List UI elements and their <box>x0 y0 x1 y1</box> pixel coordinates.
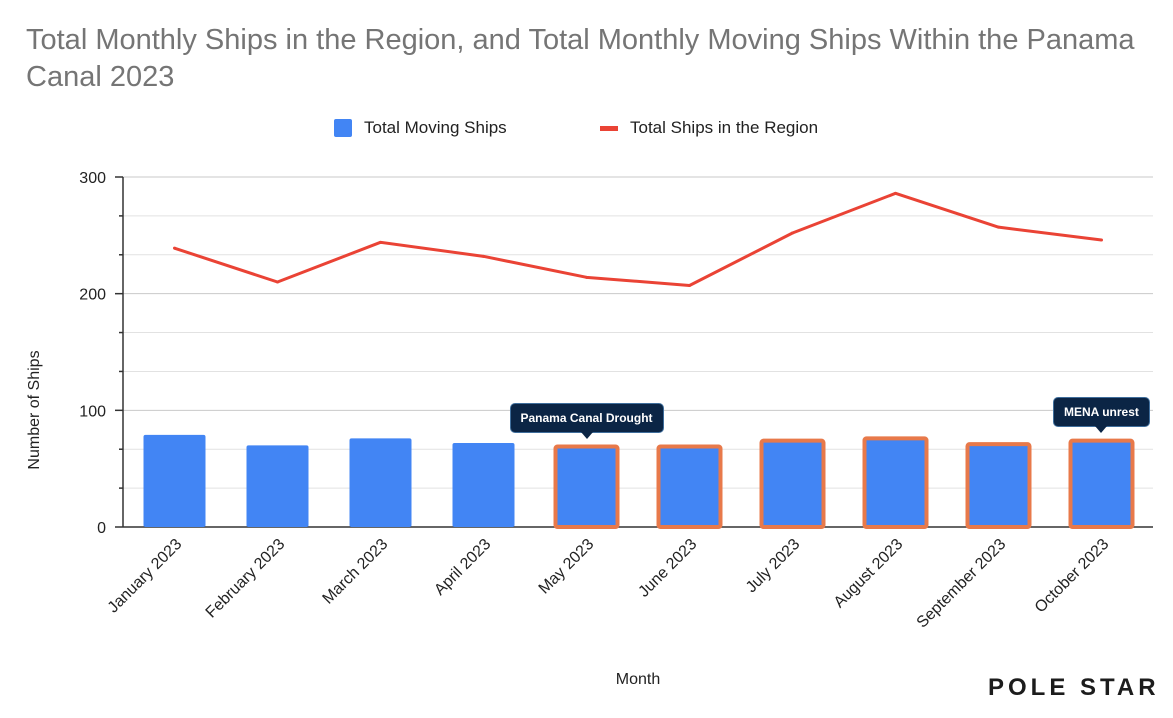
legend-swatch-bar <box>334 119 352 137</box>
x-tick-label: June 2023 <box>635 536 700 601</box>
bar-september-2023 <box>965 442 1032 529</box>
bar-february-2023 <box>246 445 309 527</box>
line-point <box>276 280 279 284</box>
bar-january-2023 <box>143 434 206 527</box>
line-point <box>997 225 1000 229</box>
legend-item-region-ships[interactable]: Total Ships in the Region <box>600 118 818 138</box>
annotation-callout: MENA unrest <box>1053 396 1150 433</box>
bar-march-2023 <box>349 438 412 527</box>
pole-star-logo: POLE STAR <box>988 674 1160 701</box>
y-tick-label: 300 <box>79 170 106 187</box>
y-tick-label: 100 <box>79 403 106 420</box>
line-total-ships-region <box>174 191 1102 287</box>
y-tick-label: 200 <box>79 287 106 304</box>
y-tick-label: 0 <box>97 520 106 537</box>
x-tick-label: January 2023 <box>105 536 186 617</box>
bar-july-2023 <box>759 438 826 529</box>
x-axis-label: Month <box>615 671 661 688</box>
legend-label-moving-ships: Total Moving Ships <box>364 118 507 137</box>
bar-april-2023 <box>452 443 515 527</box>
x-tick-label: May 2023 <box>536 536 598 598</box>
x-tick-label: August 2023 <box>831 536 907 612</box>
legend-swatch-line <box>600 125 618 131</box>
line-point <box>894 191 897 195</box>
x-tick-label: April 2023 <box>431 536 494 599</box>
line-point <box>173 246 176 250</box>
annotation-callout: Panama Canal Drought <box>509 402 664 439</box>
line-point <box>379 240 382 244</box>
x-tick-label: October 2023 <box>1032 536 1113 617</box>
line-point <box>791 231 794 235</box>
bar-june-2023 <box>656 444 723 529</box>
line-point <box>688 284 691 287</box>
bar-october-2023 <box>1068 438 1135 529</box>
x-tick-label: July 2023 <box>743 536 804 597</box>
y-axis-label: Number of Ships <box>26 350 43 470</box>
x-tick-label: September 2023 <box>914 536 1010 632</box>
x-tick-label: March 2023 <box>320 536 392 608</box>
legend-item-moving-ships[interactable]: Total Moving Ships <box>334 118 507 138</box>
legend-label-region-ships: Total Ships in the Region <box>630 118 819 137</box>
bar-august-2023 <box>862 436 929 530</box>
chart-title: Total Monthly Ships in the Region, and T… <box>26 24 1135 93</box>
x-tick-label: February 2023 <box>203 536 289 622</box>
bar-may-2023 <box>553 444 620 529</box>
line-point <box>1100 238 1103 242</box>
line-point <box>585 275 588 279</box>
line-point <box>482 254 485 258</box>
legend: Total Moving Ships Total Ships in the Re… <box>0 118 1173 144</box>
